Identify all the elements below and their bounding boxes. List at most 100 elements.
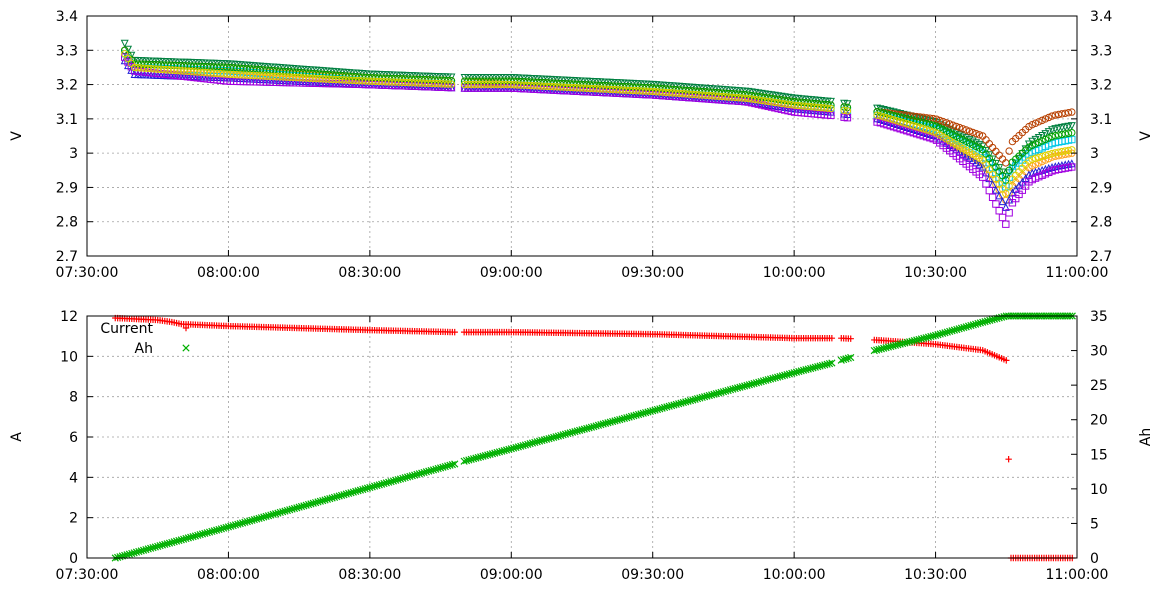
ah-point [436, 464, 445, 472]
ah-point [446, 461, 454, 469]
ah-point [196, 531, 204, 539]
voltage-chart-y2-tick-label: 3.3 [1090, 43, 1112, 59]
ah-point [363, 484, 372, 492]
ah-point [403, 473, 412, 481]
voltage-point [1064, 129, 1073, 137]
voltage-chart-y2-tick-label: 3.1 [1090, 112, 1112, 128]
voltage-point [1005, 147, 1013, 155]
ah-point [163, 540, 171, 548]
ah-point [439, 463, 447, 471]
voltage-chart-plot-frame [86, 15, 1078, 257]
ah-point [387, 477, 395, 486]
voltage-point [827, 104, 835, 113]
voltage-point [932, 115, 941, 123]
ah-point [135, 547, 143, 556]
voltage-point [913, 123, 921, 131]
voltage-point [955, 130, 964, 139]
ah-point [418, 469, 426, 477]
ah-point [378, 480, 386, 488]
voltage-point [1041, 130, 1050, 139]
voltage-point [1031, 119, 1040, 127]
ah-point [356, 486, 365, 494]
ah-point [203, 529, 211, 537]
ah-point [302, 501, 310, 509]
voltage-point [909, 122, 918, 130]
ah-point [257, 514, 266, 522]
ah-point [243, 518, 251, 526]
voltage-point [936, 116, 944, 125]
voltage-chart-y-tick-label: 3.2 [56, 78, 78, 94]
ah-point [962, 323, 970, 331]
ah-point [345, 489, 353, 498]
voltage-point [968, 137, 977, 146]
voltage-point [959, 125, 967, 133]
ah-point [304, 500, 313, 509]
voltage-point [949, 121, 957, 129]
voltage-point [969, 128, 977, 137]
ah-point [170, 538, 178, 546]
current-point [1005, 455, 1012, 463]
current-chart-y-tick-label: 10 [60, 349, 78, 365]
voltage-point [962, 126, 970, 134]
voltage-point [447, 80, 456, 88]
voltage-point [1002, 189, 1010, 198]
ah-point [340, 491, 348, 499]
ah-point [137, 547, 145, 555]
voltage-point [982, 146, 991, 155]
voltage-chart-y2-tick-label: 2.7 [1090, 249, 1112, 265]
ah-point [269, 510, 277, 519]
ah-point [399, 474, 407, 482]
legend-label-current: Current [100, 321, 153, 337]
voltage-chart-axes: 07:30:00 08:00:00 08:30:00 09:00:00 09:30:00… [9, 9, 1154, 281]
ah-point [828, 359, 836, 367]
voltage-point [995, 207, 1003, 215]
ah-point [198, 530, 207, 538]
voltage-point [1064, 146, 1073, 155]
ah-point [934, 331, 942, 339]
ah-point [307, 500, 315, 508]
ah-point [319, 496, 327, 505]
voltage-point [444, 80, 452, 88]
voltage-point [978, 142, 987, 151]
ah-point [425, 467, 433, 475]
voltage-point [893, 117, 901, 125]
ah-point [354, 487, 362, 495]
ah-point [974, 319, 982, 328]
voltage-point [1034, 133, 1043, 142]
ah-point [262, 512, 270, 521]
voltage-point [880, 113, 888, 121]
voltage-point [896, 118, 904, 126]
voltage-point [991, 185, 1000, 194]
voltage-chart-x-tick-label: 08:00:00 [197, 265, 260, 281]
voltage-point [995, 164, 1004, 173]
voltage-point [939, 117, 947, 126]
ah-point [165, 539, 174, 547]
voltage-chart-x-tick-label: 08:30:00 [338, 265, 401, 281]
current-chart-y2-tick-label: 15 [1090, 447, 1108, 463]
current-point [451, 328, 458, 336]
voltage-point [1041, 135, 1050, 144]
ah-point [314, 498, 322, 506]
ah-point [149, 544, 157, 552]
voltage-point [1068, 108, 1076, 116]
ah-point [130, 549, 138, 557]
ah-point [116, 553, 124, 561]
current-chart-y2-tick-label: 25 [1090, 378, 1108, 394]
ah-point [321, 496, 329, 504]
ah-point [950, 326, 959, 334]
voltage-chart-x-tick-label: 11:00:00 [1046, 265, 1109, 281]
ah-point [271, 510, 280, 518]
voltage-point [985, 186, 994, 195]
voltage-chart-y-tick-label: 2.7 [56, 249, 78, 265]
voltage-point [1041, 115, 1050, 123]
current-chart-y2-tick-label: 5 [1090, 516, 1099, 532]
voltage-point [1005, 182, 1013, 190]
ah-point [444, 462, 452, 470]
ah-point [936, 330, 944, 338]
voltage-chart-y-tick-label: 2.8 [56, 215, 78, 231]
ah-point [361, 485, 369, 493]
voltage-point [1038, 116, 1046, 125]
ah-point [448, 460, 456, 469]
current-chart-x-tick-label: 07:30:00 [56, 567, 119, 583]
ah-point [967, 321, 975, 330]
